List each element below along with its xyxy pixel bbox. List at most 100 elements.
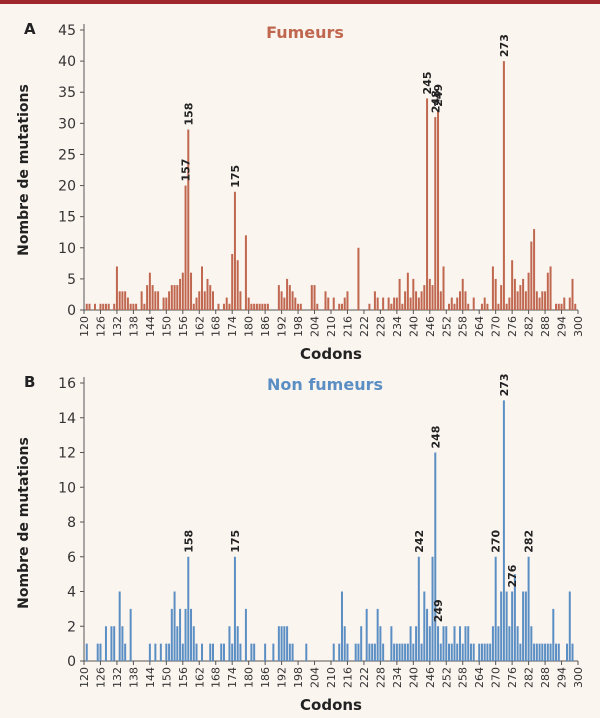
bar-codon-122	[88, 303, 91, 310]
bar-codon-253	[448, 643, 451, 662]
bar-codon-255	[453, 303, 456, 310]
bar-codon-125	[96, 643, 99, 662]
bar-codon-255	[453, 626, 456, 661]
x-tick-label: 174	[226, 667, 239, 688]
bar-codon-254	[450, 643, 453, 662]
bar-codon-191	[277, 626, 280, 661]
peak-label-242: 242	[413, 530, 426, 553]
x-tick-label: 234	[391, 316, 404, 337]
bar-codon-293	[557, 643, 560, 662]
bar-codon-152	[170, 285, 173, 310]
bar-codon-130	[110, 626, 113, 661]
bar-codon-236	[401, 303, 404, 310]
bar-codon-262	[472, 297, 475, 310]
peak-label-248: 248	[429, 426, 442, 449]
y-tick-label: 45	[58, 23, 76, 39]
x-tick-label: 258	[457, 316, 470, 337]
bar-codon-167	[211, 643, 214, 662]
x-tick-label: 126	[94, 316, 107, 337]
peak-label-158: 158	[182, 530, 195, 553]
bar-codon-248	[434, 452, 437, 661]
bar-codon-146	[154, 643, 157, 662]
bar-codon-194	[286, 626, 289, 661]
x-tick-label: 240	[407, 316, 420, 337]
y-tick-label: 12	[58, 446, 76, 462]
x-tick-label: 270	[490, 667, 503, 688]
bar-codon-283	[530, 626, 533, 661]
bar-codon-153	[173, 591, 176, 661]
x-tick-label: 120	[78, 667, 91, 688]
bar-codon-136	[126, 297, 129, 310]
bar-codon-160	[192, 626, 195, 661]
x-tick-label: 294	[556, 667, 569, 688]
bar-codon-275	[508, 626, 511, 661]
bar-codon-216	[346, 643, 349, 662]
x-tick-label: 282	[523, 667, 536, 688]
bar-codon-253	[448, 303, 451, 310]
x-tick-label: 216	[341, 667, 354, 688]
x-tick-label: 150	[160, 667, 173, 688]
bar-codon-274	[505, 591, 508, 661]
x-tick-label: 228	[374, 667, 387, 688]
y-tick-label: 30	[58, 116, 76, 132]
bar-codon-254	[450, 297, 453, 310]
bar-codon-174	[231, 254, 234, 310]
bar-codon-250	[439, 643, 442, 662]
x-tick-label: 240	[407, 667, 420, 688]
bar-codon-285	[535, 643, 538, 662]
bar-codon-182	[253, 303, 256, 310]
bar-codon-244	[423, 591, 426, 661]
bar-codon-280	[522, 591, 525, 661]
panel-letter: A	[24, 20, 36, 38]
bar-codon-281	[524, 591, 527, 661]
x-tick-label: 132	[111, 667, 124, 688]
bar-codon-286	[538, 297, 541, 310]
bar-codon-181	[250, 303, 253, 310]
bar-codon-192	[280, 626, 283, 661]
bar-codon-232	[390, 626, 393, 661]
bar-codon-214	[340, 591, 343, 661]
bar-codon-257	[458, 626, 461, 661]
x-tick-label: 204	[309, 316, 322, 337]
bar-codon-243	[420, 643, 423, 662]
bar-codon-238	[406, 643, 409, 662]
y-tick-label: 35	[58, 85, 76, 101]
bar-codon-278	[516, 626, 519, 661]
bar-codon-289	[546, 272, 549, 310]
bar-codon-205	[316, 303, 319, 310]
bar-codon-163	[201, 643, 204, 662]
y-tick-label: 25	[58, 147, 76, 163]
bar-codon-289	[546, 643, 549, 662]
x-tick-label: 276	[506, 667, 519, 688]
bar-codon-298	[571, 278, 574, 310]
bar-codon-157	[184, 185, 187, 310]
bar-codon-156	[181, 272, 184, 310]
x-tick-label: 246	[424, 316, 437, 337]
bar-codon-176	[236, 260, 239, 310]
bar-codon-287	[541, 643, 544, 662]
bar-codon-282	[527, 556, 530, 661]
bar-codon-153	[173, 285, 176, 310]
bar-codon-133	[118, 591, 121, 661]
bar-codon-275	[508, 297, 511, 310]
bar-codon-144	[148, 643, 151, 662]
bar-codon-177	[239, 643, 242, 662]
bar-codon-156	[181, 643, 184, 662]
bar-codon-194	[286, 278, 289, 310]
bar-codon-167	[211, 291, 214, 310]
bar-codon-224	[368, 303, 371, 310]
bar-codon-239	[409, 297, 412, 310]
bar-codon-267	[486, 303, 489, 310]
x-tick-label: 252	[440, 667, 453, 688]
bar-codon-155	[179, 278, 182, 310]
x-tick-label: 246	[424, 667, 437, 688]
bar-codon-124	[93, 303, 96, 310]
bar-codon-139	[135, 303, 138, 310]
bar-codon-290	[549, 643, 552, 662]
x-tick-label: 210	[325, 316, 338, 337]
bar-codon-235	[398, 643, 401, 662]
y-tick-label: 10	[58, 480, 76, 496]
bar-codon-216	[346, 291, 349, 310]
bar-codon-269	[491, 266, 494, 310]
